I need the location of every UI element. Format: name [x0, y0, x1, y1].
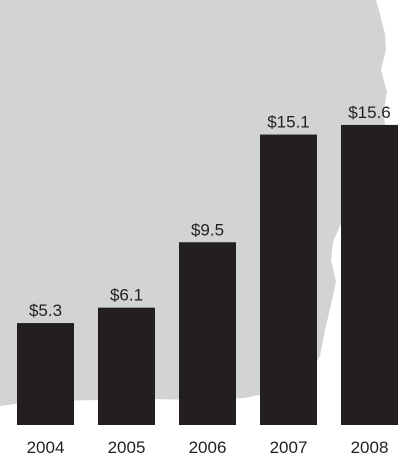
- value-label-2004: $5.3: [29, 301, 62, 320]
- x-tick-label-2005: 2005: [108, 438, 146, 457]
- bar-2008: [341, 124, 398, 425]
- bar-2004: [17, 323, 74, 425]
- x-axis-tick-labels: 2004 2005 2006 2007 2008: [27, 438, 389, 457]
- x-tick-label-2004: 2004: [27, 438, 65, 457]
- x-tick-label-2008: 2008: [351, 438, 389, 457]
- bar-2007: [260, 134, 317, 425]
- value-label-2008: $15.6: [348, 103, 391, 122]
- value-label-2006: $9.5: [191, 220, 224, 239]
- value-label-2005: $6.1: [110, 286, 143, 305]
- value-labels-group: $5.3 $6.1 $9.5 $15.1 $15.6: [29, 103, 391, 320]
- x-tick-label-2007: 2007: [270, 438, 308, 457]
- bars-group: [17, 124, 398, 425]
- value-label-2007: $15.1: [267, 113, 310, 132]
- bar-2006: [179, 242, 236, 425]
- x-tick-label-2006: 2006: [189, 438, 227, 457]
- bar-2005: [98, 307, 155, 425]
